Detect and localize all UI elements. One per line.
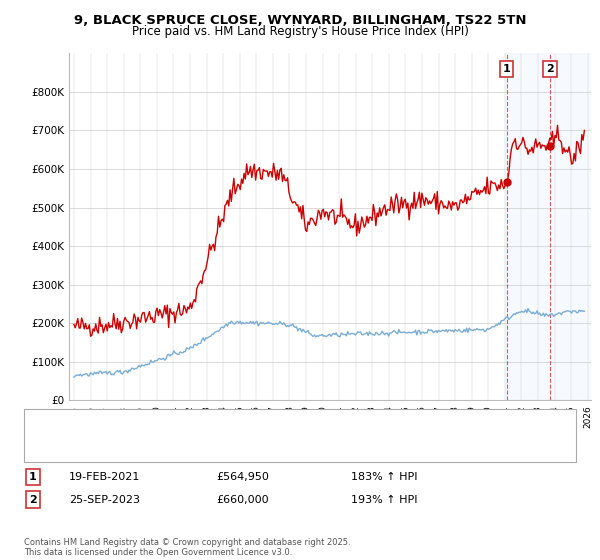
Text: Contains HM Land Registry data © Crown copyright and database right 2025.
This d: Contains HM Land Registry data © Crown c… bbox=[24, 538, 350, 557]
Text: 183% ↑ HPI: 183% ↑ HPI bbox=[351, 472, 418, 482]
Text: £564,950: £564,950 bbox=[216, 472, 269, 482]
Text: 9, BLACK SPRUCE CLOSE, WYNYARD, BILLINGHAM, TS22 5TN: 9, BLACK SPRUCE CLOSE, WYNYARD, BILLINGH… bbox=[74, 14, 526, 27]
Text: 25-SEP-2023: 25-SEP-2023 bbox=[69, 494, 140, 505]
Text: 1: 1 bbox=[29, 472, 37, 482]
Text: 193% ↑ HPI: 193% ↑ HPI bbox=[351, 494, 418, 505]
Text: 9, BLACK SPRUCE CLOSE, WYNYARD, BILLINGHAM, TS22 5TN (detached house): 9, BLACK SPRUCE CLOSE, WYNYARD, BILLINGH… bbox=[81, 419, 491, 429]
Text: 2: 2 bbox=[29, 494, 37, 505]
Text: 19-FEB-2021: 19-FEB-2021 bbox=[69, 472, 140, 482]
Text: 1: 1 bbox=[503, 64, 511, 74]
Text: Price paid vs. HM Land Registry's House Price Index (HPI): Price paid vs. HM Land Registry's House … bbox=[131, 25, 469, 38]
Bar bbox=[505, 53, 596, 400]
Text: £660,000: £660,000 bbox=[216, 494, 269, 505]
Text: HPI: Average price, detached house, Hartlepool: HPI: Average price, detached house, Hart… bbox=[81, 442, 328, 452]
Bar bbox=[505, 53, 596, 400]
Text: 2: 2 bbox=[546, 64, 554, 74]
